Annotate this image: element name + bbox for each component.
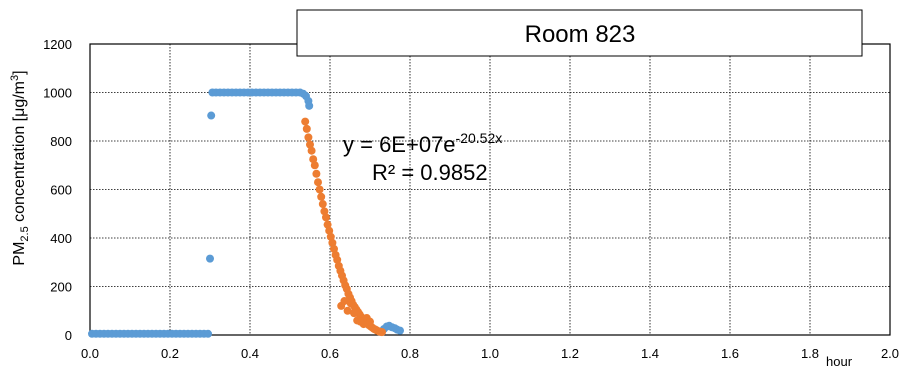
- measured-point: [204, 329, 212, 338]
- decay-point: [322, 213, 330, 222]
- y-tick-label: 800: [50, 134, 72, 149]
- x-tick-label: 0.6: [321, 346, 339, 361]
- decay-point: [378, 328, 386, 337]
- title-frame: [296, 9, 863, 57]
- decay-point: [301, 117, 310, 126]
- decay-point: [328, 238, 337, 247]
- decay-point: [302, 124, 311, 133]
- decay-point: [359, 320, 368, 329]
- decay-point: [318, 200, 327, 209]
- series-points: [88, 88, 404, 338]
- decay-point: [325, 226, 334, 235]
- x-tick-label: 2.0: [881, 346, 899, 361]
- decay-point: [310, 161, 319, 170]
- decay-point: [350, 309, 358, 318]
- measured-point: [396, 326, 404, 335]
- y-tick-label: 1200: [43, 37, 72, 52]
- y-tick-label: 0: [65, 328, 72, 343]
- x-axis-unit: hour: [826, 354, 853, 369]
- y-tick-label: 200: [50, 280, 72, 295]
- x-tick-labels: 0.0 0.2 0.4 0.6 0.8 1.0 1.2 1.4 1.6 1.8 2.0: [81, 346, 899, 361]
- decay-point: [346, 299, 355, 308]
- r-squared: R² = 0.9852: [372, 160, 488, 185]
- measured-point: [207, 111, 216, 120]
- y-tick-label: 400: [50, 231, 72, 246]
- equation-base: y = 6E+07e: [343, 132, 456, 157]
- gridlines: [90, 44, 890, 335]
- x-tick-label: 1.2: [561, 346, 579, 361]
- equation-exponent: -20.52x: [456, 130, 503, 146]
- trendline-annotation: y = 6E+07e-20.52x R² = 0.9852: [343, 130, 502, 185]
- x-tick-label: 0.2: [161, 346, 179, 361]
- chart-title-box: Room 823: [296, 9, 863, 57]
- x-tick-label: 0.4: [241, 346, 259, 361]
- measured-point: [206, 254, 214, 263]
- decay-point: [315, 185, 324, 194]
- decay-point: [312, 169, 321, 178]
- y-axis-label-superscript: 3: [9, 75, 21, 81]
- y-tick-label: 1000: [43, 86, 72, 101]
- x-tick-label: 0.0: [81, 346, 99, 361]
- y-tick-label: 600: [50, 183, 72, 198]
- x-tick-label: 1.6: [721, 346, 739, 361]
- x-tick-label: 1.0: [481, 346, 499, 361]
- measured-point: [305, 101, 314, 110]
- trendline-equation: y = 6E+07e-20.52x: [343, 130, 502, 157]
- decay-point: [314, 178, 322, 187]
- decay-point: [306, 140, 314, 149]
- decay-point: [366, 317, 374, 326]
- decay-point: [320, 207, 329, 216]
- x-tick-label: 1.8: [801, 346, 819, 361]
- x-tick-label: 0.8: [401, 346, 419, 361]
- decay-point: [317, 192, 326, 201]
- y-axis-label-close: ]: [11, 70, 28, 74]
- x-tick-label: 1.4: [641, 346, 659, 361]
- decay-point: [333, 255, 342, 264]
- y-axis-label-text: concentration [μg/m: [11, 81, 28, 226]
- decay-point: [330, 244, 338, 253]
- decay-point: [326, 232, 335, 241]
- decay-point: [307, 146, 316, 155]
- y-axis-label-main: PM: [11, 242, 28, 266]
- y-tick-labels: 0 200 400 600 800 1000 1200: [43, 37, 72, 343]
- decay-point: [340, 297, 349, 306]
- y-axis-label-subscript: 2.5: [19, 226, 31, 241]
- chart-title: Room 823: [525, 21, 636, 48]
- decay-point: [323, 220, 332, 229]
- decay-point: [343, 306, 352, 315]
- decay-point: [309, 155, 318, 164]
- decay-point: [304, 133, 313, 142]
- y-axis-label: PM2.5 concentration [μg/m3]: [9, 70, 31, 265]
